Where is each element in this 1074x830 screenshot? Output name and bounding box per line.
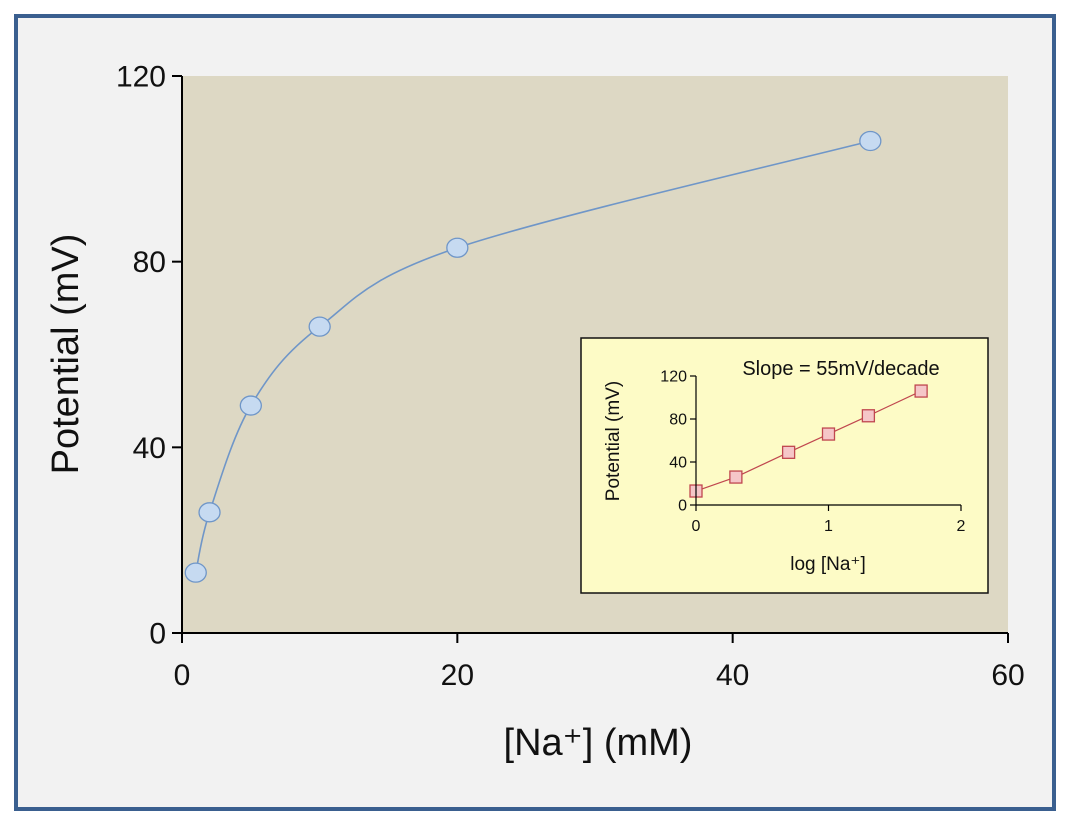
main-y-tick-label: 40 [133,432,166,465]
main-x-tick-label: 40 [716,659,749,692]
main-y-tick-label: 0 [149,618,166,651]
inset-chart: 0 1 2 0 40 80 120 Slope = 55mV/decade log [Na… [580,337,989,594]
inset-data-point [821,427,836,441]
main-x-ticks: 0 20 40 60 [174,633,1025,692]
inset-data-point [781,445,796,459]
inset-data-point [861,409,876,423]
inset-points-layer [689,384,928,498]
main-data-point [239,395,262,416]
main-x-axis-label: [Na⁺] (mM) [504,722,693,764]
main-data-point [446,237,469,258]
inset-y-tick-label: 40 [669,455,687,472]
inset-x-axis-label: log [Na⁺] [790,554,866,575]
main-data-point [198,502,221,523]
inset-y-tick-label: 80 [669,412,687,429]
inset-data-point [729,470,743,484]
inset-y-tick-label: 0 [678,498,687,515]
main-data-point [859,130,882,152]
inset-panel [580,337,989,594]
inset-data-point [914,384,928,398]
inset-y-ticks: 0 40 80 120 [660,369,696,515]
main-data-point [308,316,331,337]
inset-x-tick-label: 1 [824,518,833,535]
inset-title: Slope = 55mV/decade [742,358,939,380]
main-data-point [184,562,207,583]
inset-y-tick-label: 120 [660,369,687,386]
inset-x-tick-label: 2 [957,518,966,535]
main-x-tick-label: 20 [441,659,474,692]
inset-x-ticks: 0 1 2 [692,505,966,535]
main-x-tick-label: 60 [991,659,1024,692]
main-points-layer [184,130,882,583]
main-x-tick-label: 0 [174,659,191,692]
inset-y-axis-label: Potential (mV) [603,381,624,501]
main-y-tick-label: 80 [133,246,166,279]
main-y-tick-label: 120 [116,61,166,94]
main-y-axis-label: Potential (mV) [45,234,87,475]
inset-x-tick-label: 0 [692,518,701,535]
main-y-ticks: 0 40 80 120 [116,61,182,651]
